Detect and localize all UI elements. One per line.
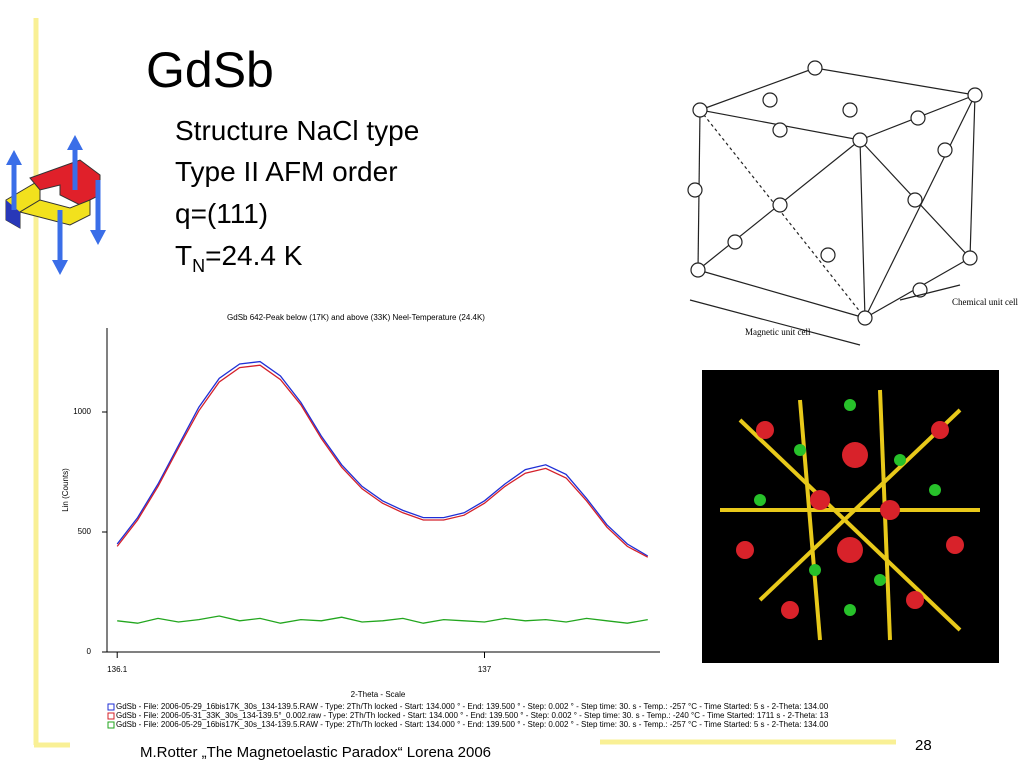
y-axis-label: Lin (Counts) — [61, 468, 70, 512]
chart-title: GdSb 642-Peak below (17K) and above (33K… — [227, 313, 485, 322]
y-tick-label: 500 — [78, 527, 92, 536]
legend-swatch — [107, 712, 115, 720]
structure-drawing — [687, 60, 983, 346]
page-number: 28 — [915, 737, 932, 754]
bullet: Structure NaCl type — [175, 115, 419, 146]
series-line — [116, 360, 649, 557]
logo — [5, 135, 106, 275]
legend-label: GdSb - File: 2006-05-29_16bis17K_30s_134… — [116, 702, 829, 711]
xrd-chart: GdSb 642-Peak below (17K) and above (33K… — [61, 313, 829, 729]
series-line — [116, 364, 649, 558]
figure-label: Magnetic unit cell — [745, 327, 811, 337]
tn-value: =24.4 K — [205, 240, 303, 271]
y-tick-label: 0 — [87, 647, 92, 656]
y-tick-label: 1000 — [73, 407, 91, 416]
legend-swatch — [107, 703, 115, 711]
bullet: Type II AFM order — [175, 156, 398, 187]
footer-text: M.Rotter „The Magnetoelastic Paradox“ Lo… — [140, 744, 491, 761]
tn-symbol: T — [175, 240, 192, 271]
legend-label: GdSb - File: 2006-05-29_16bis17K_30s_134… — [116, 720, 829, 729]
bullet: q=(111) — [175, 198, 268, 229]
x-axis-label: 2-Theta - Scale — [351, 690, 406, 699]
x-tick-label: 137 — [478, 665, 492, 674]
tn-subscript: N — [192, 256, 205, 276]
series-line — [117, 615, 648, 624]
slide-title: GdSb — [146, 42, 274, 98]
bullet: TN=24.4 K — [175, 240, 303, 276]
x-tick-label: 136.1 — [107, 665, 128, 674]
legend-swatch — [107, 721, 115, 729]
figure-label: Chemical unit cell — [952, 297, 1018, 307]
spin-picture — [702, 370, 999, 663]
legend-label: GdSb - File: 2006-05-31_33K_30s_134-139.… — [116, 711, 829, 720]
